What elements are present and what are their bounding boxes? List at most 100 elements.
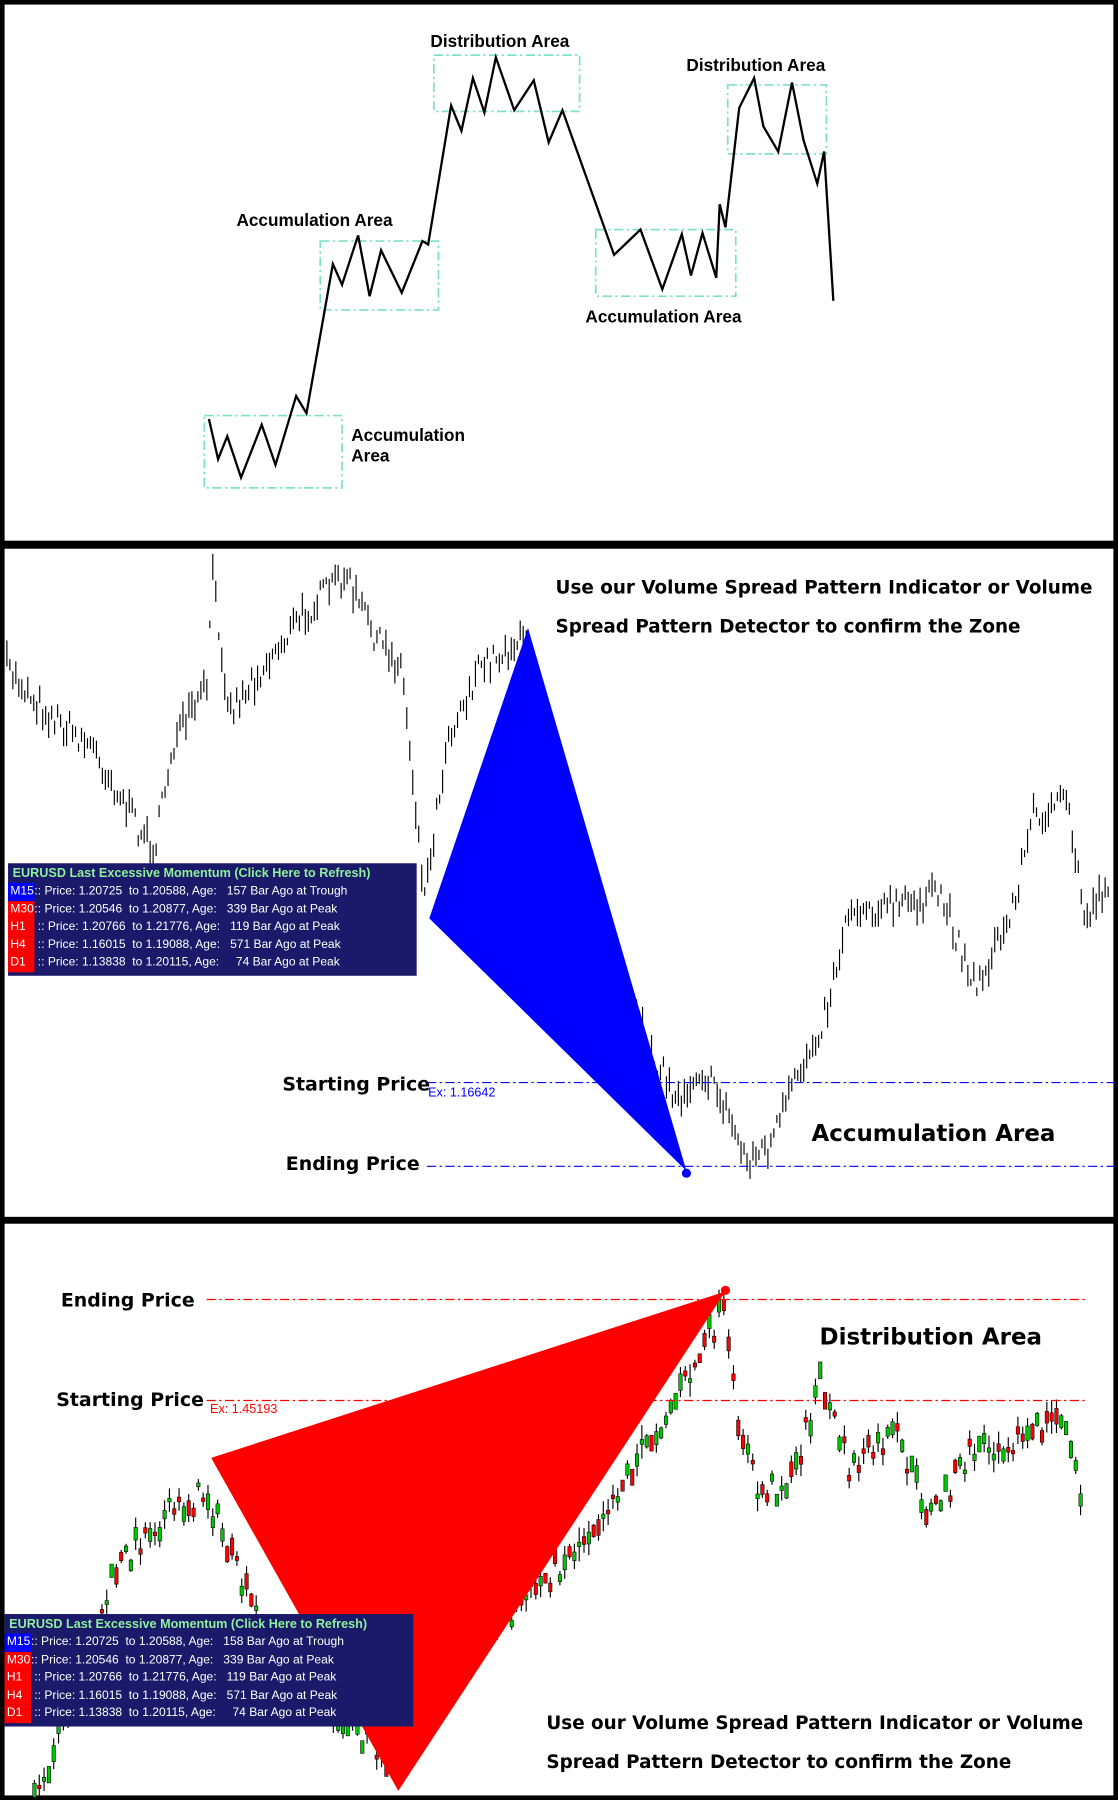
info-row: H4 :: Price: 1.16015 to 1.19088, Age: 57… xyxy=(4,1687,414,1706)
candle-body xyxy=(933,1495,938,1504)
momentum-info-panel[interactable]: EURUSD Last Excessive Momentum (Click He… xyxy=(4,1614,414,1727)
candle-body xyxy=(215,1503,220,1515)
timeframe-badge: H1 xyxy=(8,918,35,937)
ending-point-marker xyxy=(720,1285,731,1295)
timeframe-badge: M15 xyxy=(8,882,35,901)
candle-body xyxy=(943,1474,948,1492)
candle-body xyxy=(601,1513,606,1519)
candle-body xyxy=(948,1495,953,1502)
info-text: :: Price: 1.20766 to 1.21776, Age: 119 B… xyxy=(34,919,340,934)
candle-body xyxy=(885,1427,890,1437)
candle-body xyxy=(798,1456,803,1465)
candle-body xyxy=(210,1516,215,1528)
momentum-info-panel[interactable]: EURUSD Last Excessive Momentum (Click He… xyxy=(8,863,417,976)
refresh-title-button[interactable]: EURUSD Last Excessive Momentum (Click He… xyxy=(9,1617,368,1632)
candle-body xyxy=(620,1479,625,1492)
candle-body xyxy=(220,1528,225,1542)
zone-label: Accumulation Area xyxy=(812,1121,1056,1147)
candle-body xyxy=(914,1465,919,1483)
price-path-line xyxy=(207,53,835,481)
candle-body xyxy=(919,1499,924,1513)
info-text: :: Price: 1.13838 to 1.20115, Age: 74 Ba… xyxy=(34,955,340,970)
distribution-zone-2 xyxy=(726,84,828,155)
info-row: M15:: Price: 1.20725 to 1.20588, Age: 15… xyxy=(8,882,417,901)
candle-body xyxy=(234,1556,239,1561)
candle-body xyxy=(938,1500,943,1512)
candle-body xyxy=(254,1605,259,1611)
candle-body xyxy=(538,1575,543,1587)
candle-body xyxy=(842,1436,847,1444)
ending-price-label: Ending Price xyxy=(61,1289,195,1311)
candle-body xyxy=(663,1415,668,1425)
accumulation-label-1: Accumulation Area xyxy=(236,210,393,230)
info-text: :: Price: 1.20725 to 1.20588, Age: 158 B… xyxy=(30,1634,344,1649)
candle-body xyxy=(143,1527,148,1534)
candle-body xyxy=(929,1502,934,1512)
info-text: :: Price: 1.13838 to 1.20115, Age: 74 Ba… xyxy=(30,1706,337,1721)
candle-body xyxy=(673,1393,678,1410)
candle-body xyxy=(794,1452,799,1470)
candle-body xyxy=(991,1453,996,1461)
candle-body xyxy=(586,1531,591,1545)
candle-body xyxy=(249,1593,254,1607)
candle-body xyxy=(702,1333,707,1347)
candle-body xyxy=(138,1548,143,1555)
candle-body xyxy=(630,1469,635,1486)
candle-body xyxy=(977,1435,982,1453)
candle-body xyxy=(99,1609,104,1614)
candle-body xyxy=(721,1298,726,1311)
candle-body xyxy=(808,1420,813,1437)
accumulation-zone-2 xyxy=(319,240,440,311)
info-row: M30:: Price: 1.20546 to 1.20877, Age: 33… xyxy=(8,900,417,919)
candle-body xyxy=(230,1537,235,1556)
candle-body xyxy=(962,1469,967,1474)
accumulation-label-3: Accumulation xyxy=(351,425,465,445)
candle-body xyxy=(880,1448,885,1455)
candle-body xyxy=(958,1456,963,1466)
candle-body xyxy=(967,1438,972,1447)
candle-body xyxy=(712,1335,717,1343)
candle-body xyxy=(789,1461,794,1477)
candle-body xyxy=(635,1453,640,1467)
candle-body xyxy=(1068,1441,1073,1458)
timeframe-badge: D1 xyxy=(4,1705,31,1724)
timeframe-badge: H1 xyxy=(4,1669,31,1688)
candle-body xyxy=(562,1554,567,1571)
info-row: D1 :: Price: 1.13838 to 1.20115, Age: 74… xyxy=(8,954,417,973)
candle-body xyxy=(953,1459,958,1473)
candle-body xyxy=(770,1473,775,1482)
candle-body xyxy=(133,1527,138,1541)
accumulation-label-2: Accumulation Area xyxy=(585,307,742,327)
info-row: H1 :: Price: 1.20766 to 1.21776, Age: 11… xyxy=(4,1669,414,1688)
candle-body xyxy=(37,1784,42,1789)
candle-body xyxy=(548,1582,553,1593)
info-row: D1 :: Price: 1.13838 to 1.20115, Age: 74… xyxy=(4,1705,414,1724)
refresh-title-button[interactable]: EURUSD Last Excessive Momentum (Click He… xyxy=(12,866,371,881)
candle-body xyxy=(1015,1426,1020,1435)
candle-body xyxy=(42,1777,47,1782)
distribution-label-2: Distribution Area xyxy=(686,55,825,75)
candle-body xyxy=(615,1496,620,1503)
candle-body xyxy=(557,1574,562,1582)
candle-body xyxy=(1073,1460,1078,1471)
candle-body xyxy=(688,1378,693,1383)
candle-body xyxy=(837,1436,842,1451)
candle-body xyxy=(890,1421,895,1436)
candle-body xyxy=(803,1417,808,1423)
candle-body xyxy=(659,1427,664,1439)
candle-body xyxy=(1054,1408,1059,1425)
panel-1-zones xyxy=(203,54,828,489)
candle-body xyxy=(610,1494,615,1499)
zone-label: Distribution Area xyxy=(820,1324,1042,1350)
candle-body xyxy=(1030,1423,1035,1440)
candle-body xyxy=(533,1583,538,1595)
candle-body xyxy=(1078,1493,1083,1507)
candle-body xyxy=(1001,1448,1006,1462)
price-bars-panel-2 xyxy=(6,553,1109,1179)
candle-body xyxy=(128,1559,133,1571)
candle-body xyxy=(191,1507,196,1517)
candle-body xyxy=(46,1766,51,1784)
caption-line-2: Spread Pattern Detector to confirm the Z… xyxy=(546,1752,1011,1773)
candle-body xyxy=(745,1443,750,1455)
candle-body xyxy=(186,1500,191,1516)
